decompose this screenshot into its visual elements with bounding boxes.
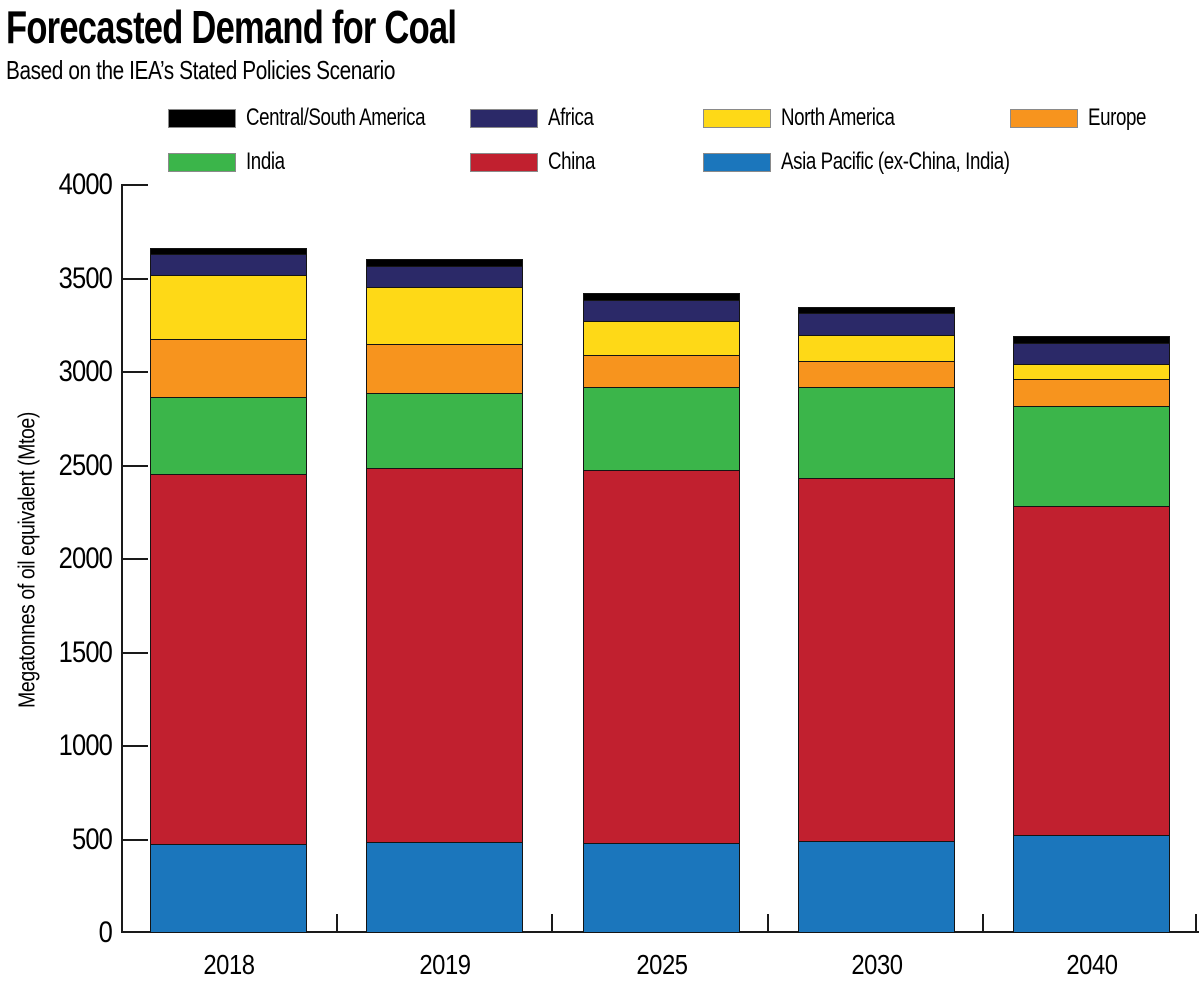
- bar-segment-north-america-2019: [366, 287, 523, 345]
- legend-swatch-central-south-america: [168, 108, 236, 128]
- bar-segment-africa-2025: [583, 300, 740, 322]
- legend-swatch-europe: [1010, 108, 1078, 128]
- legend-label-china: China: [548, 148, 595, 175]
- bar-segment-central-south-america-2019: [366, 259, 523, 267]
- bar-segment-india-2019: [366, 393, 523, 469]
- y-tick-4000: [121, 184, 148, 186]
- chart-subtitle: Based on the IEA’s Stated Policies Scena…: [6, 55, 396, 85]
- legend-swatch-africa: [470, 108, 538, 128]
- x-tick-label-2030: 2030: [850, 949, 903, 980]
- bar-segment-central-south-america-2025: [583, 293, 740, 301]
- legend-label-asia-pacific-ex-china-india: Asia Pacific (ex-China, India): [781, 148, 1010, 175]
- bar-segment-china-2030: [798, 478, 955, 842]
- chart-title: Forecasted Demand for Coal: [6, 1, 457, 53]
- bar-segment-china-2019: [366, 468, 523, 843]
- y-tick-label-0: 0: [98, 916, 113, 949]
- legend-swatch-china: [470, 152, 538, 172]
- x-tick-0: [336, 914, 338, 933]
- legend-label-europe: Europe: [1088, 104, 1147, 131]
- bar-segment-africa-2040: [1013, 343, 1170, 365]
- bar-2019: [366, 259, 523, 933]
- legend-swatch-asia-pacific-ex-china-india: [703, 152, 771, 172]
- bar-segment-india-2025: [583, 387, 740, 471]
- y-tick-label-4000: 4000: [58, 168, 113, 201]
- bar-segment-asia-pacific-ex-china-india-2025: [583, 843, 740, 933]
- legend-entry-asia-pacific-ex-china-india: Asia Pacific (ex-China, India): [703, 148, 1074, 175]
- bar-segment-asia-pacific-ex-china-india-2018: [150, 844, 307, 933]
- bar-segment-asia-pacific-ex-china-india-2019: [366, 842, 523, 933]
- bar-2025: [583, 293, 740, 933]
- bar-2030: [798, 307, 955, 933]
- bar-segment-india-2018: [150, 397, 307, 475]
- legend-entry-china: China: [470, 148, 608, 175]
- bar-segment-europe-2040: [1013, 379, 1170, 407]
- y-tick-label-1000: 1000: [58, 729, 113, 762]
- bar-segment-north-america-2040: [1013, 364, 1170, 380]
- legend-entry-india: India: [168, 148, 296, 175]
- bar-segment-africa-2030: [798, 313, 955, 336]
- bar-segment-india-2040: [1013, 406, 1170, 507]
- legend-entry-north-america: North America: [703, 104, 927, 131]
- bar-segment-north-america-2030: [798, 335, 955, 362]
- legend-entry-africa: Africa: [470, 104, 606, 131]
- y-tick-1000: [121, 745, 148, 747]
- bar-segment-central-south-america-2030: [798, 307, 955, 314]
- bar-segment-europe-2025: [583, 355, 740, 388]
- bar-segment-central-south-america-2040: [1013, 336, 1170, 344]
- bar-2018: [150, 248, 307, 933]
- bar-segment-europe-2018: [150, 339, 307, 398]
- y-tick-3000: [121, 371, 148, 373]
- bar-segment-africa-2018: [150, 254, 307, 276]
- y-axis-title: Megatonnes of oil equivalent (Mtoe): [13, 412, 40, 708]
- legend-label-india: India: [246, 148, 285, 175]
- y-tick-label-500: 500: [71, 822, 113, 856]
- x-tick-1: [551, 914, 553, 933]
- legend-label-north-america: North America: [781, 104, 895, 131]
- bar-segment-asia-pacific-ex-china-india-2030: [798, 841, 955, 933]
- legend-swatch-north-america: [703, 108, 771, 128]
- bar-segment-europe-2030: [798, 361, 955, 388]
- legend-label-africa: Africa: [548, 104, 594, 131]
- bar-2040: [1013, 336, 1170, 933]
- y-tick-2000: [121, 558, 148, 560]
- x-tick-label-2018: 2018: [202, 949, 255, 980]
- x-tick-4: [1195, 914, 1197, 933]
- y-tick-500: [121, 838, 148, 841]
- bar-segment-china-2040: [1013, 506, 1170, 836]
- legend-swatch-india: [168, 152, 236, 172]
- x-tick-label-2040: 2040: [1065, 949, 1118, 980]
- bar-segment-north-america-2018: [150, 275, 307, 340]
- legend-label-central-south-america: Central/South America: [246, 104, 426, 131]
- y-tick-1500: [121, 651, 148, 654]
- legend-entry-europe: Europe: [1010, 104, 1162, 131]
- y-tick-2500: [121, 464, 148, 467]
- y-tick-3500: [121, 277, 148, 280]
- x-tick-2: [767, 914, 769, 933]
- bar-segment-asia-pacific-ex-china-india-2040: [1013, 835, 1170, 933]
- legend-entry-central-south-america: Central/South America: [168, 104, 476, 131]
- x-tick-3: [982, 914, 984, 933]
- x-tick-label-2019: 2019: [418, 949, 471, 980]
- y-tick-label-3000: 3000: [58, 355, 113, 388]
- x-tick-label-2025: 2025: [635, 949, 688, 980]
- y-tick-label-1500: 1500: [58, 635, 113, 669]
- bar-segment-north-america-2025: [583, 321, 740, 356]
- bar-segment-india-2030: [798, 387, 955, 479]
- y-tick-label-2000: 2000: [58, 542, 113, 575]
- bar-segment-central-south-america-2018: [150, 248, 307, 255]
- bar-segment-china-2025: [583, 470, 740, 844]
- y-tick-label-3500: 3500: [58, 261, 113, 295]
- bar-segment-africa-2019: [366, 266, 523, 288]
- bar-segment-china-2018: [150, 474, 307, 845]
- bar-segment-europe-2019: [366, 344, 523, 394]
- y-tick-label-2500: 2500: [58, 448, 113, 482]
